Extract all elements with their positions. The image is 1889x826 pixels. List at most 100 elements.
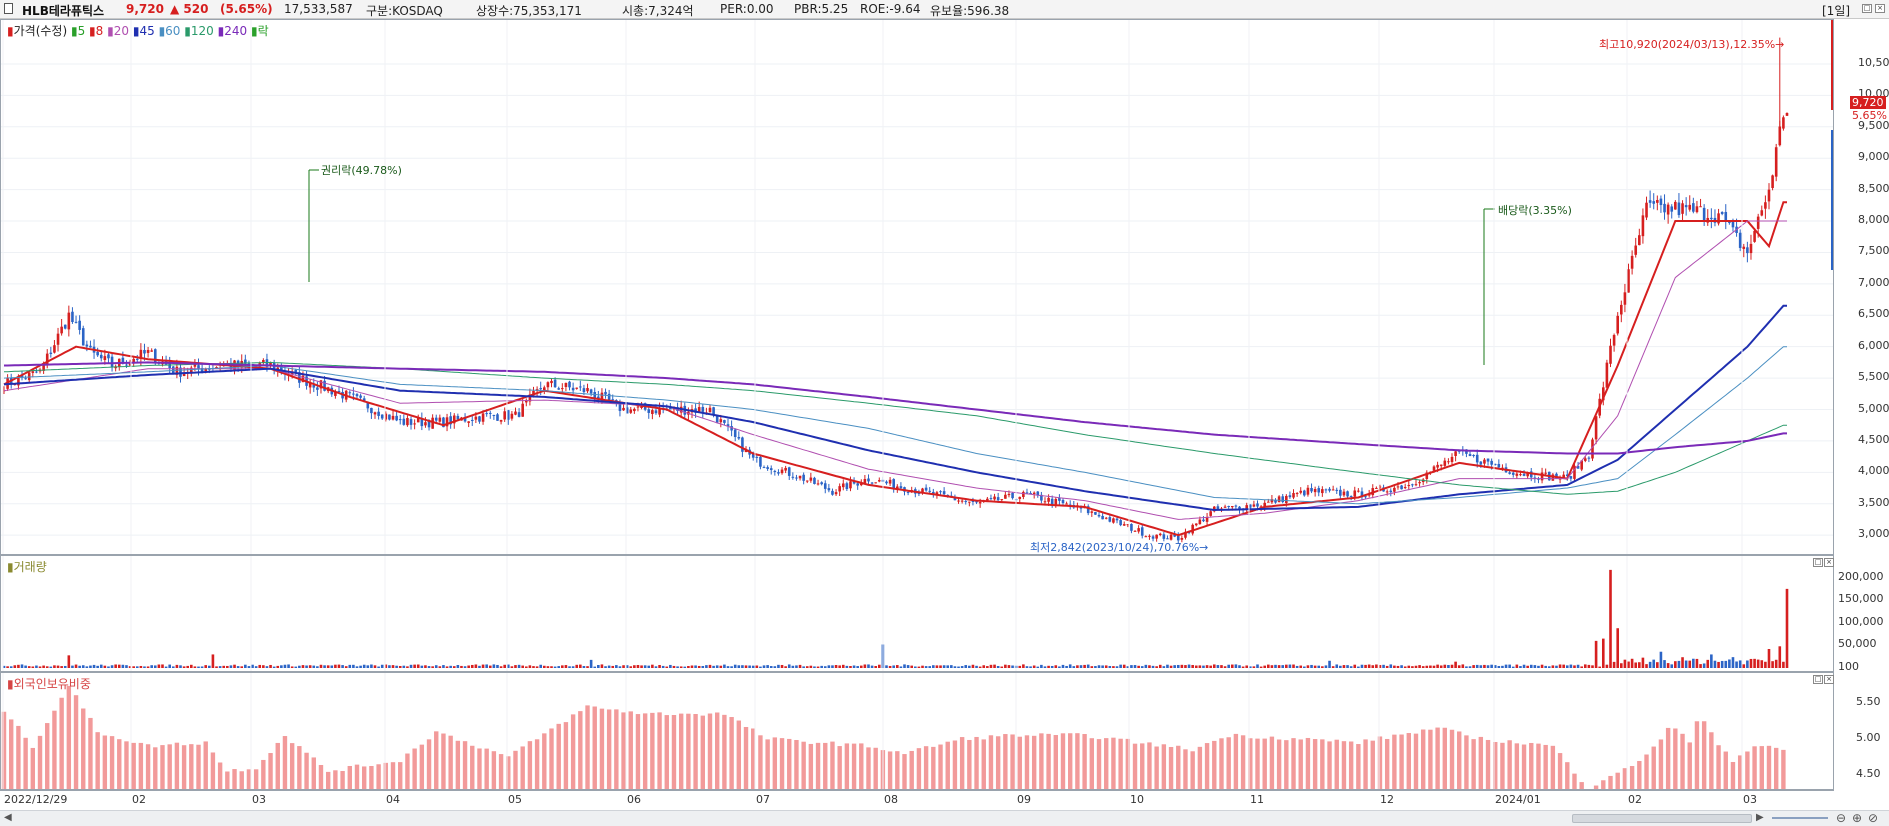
candle-body	[849, 481, 852, 489]
volume-bar	[1497, 666, 1501, 668]
volume-bar	[838, 665, 841, 668]
foreign-bar	[498, 754, 504, 789]
candles	[2, 37, 1789, 544]
candle-body	[586, 388, 589, 392]
period-selector[interactable]: [1일]	[1822, 4, 1851, 18]
candle-body	[1022, 491, 1025, 498]
foreign-bar	[851, 743, 857, 789]
candle-body	[1526, 472, 1529, 477]
volume-bar	[705, 665, 708, 668]
candle-body	[968, 501, 971, 503]
candle-body	[1666, 204, 1670, 215]
foreign-bar	[1363, 739, 1368, 789]
volume-bar	[1403, 666, 1407, 668]
candle-body	[1782, 117, 1785, 129]
x-tick-label: 2024/01	[1495, 793, 1541, 806]
volume-bar	[334, 664, 337, 668]
ma-line-20	[3, 220, 1787, 520]
candle-body	[1630, 255, 1634, 269]
candle-body	[204, 368, 208, 371]
volume-bar	[1393, 665, 1396, 668]
foreign-bar	[376, 764, 381, 789]
volume-bar	[697, 665, 701, 668]
foreign-bar	[1637, 760, 1642, 789]
candle-body	[960, 500, 964, 502]
scroll-thumb[interactable]	[1572, 814, 1752, 823]
volume-bar	[993, 664, 996, 668]
x-tick-label: 05	[508, 793, 522, 806]
volume-bar	[164, 666, 168, 668]
volume-bar	[1148, 665, 1151, 668]
volume-bar	[885, 665, 888, 668]
zoom-in-icon[interactable]: ⊕	[1852, 811, 1863, 825]
window-icon[interactable]	[4, 3, 13, 14]
volume-bar	[204, 665, 208, 668]
foreign-bar	[1622, 768, 1628, 789]
volume-bar	[1627, 661, 1630, 668]
volume-bar	[856, 666, 859, 668]
candle-body	[1450, 456, 1454, 463]
foreign-bar	[837, 746, 842, 789]
candle-body	[575, 387, 579, 389]
pane2-close-icon[interactable]: ×	[1824, 675, 1834, 684]
volume-bar	[1702, 663, 1706, 668]
volume-bar	[193, 666, 197, 668]
volume-bar	[1115, 666, 1119, 668]
maximize-icon[interactable]: □	[1862, 4, 1872, 13]
volume-bar	[1742, 664, 1746, 668]
candle-body	[1324, 489, 1328, 491]
candle-body	[388, 414, 391, 420]
foreign-bar	[1348, 741, 1354, 789]
candle-body	[1692, 203, 1695, 212]
pane-close-icon[interactable]: ×	[1824, 558, 1834, 567]
pane2-maximize-icon[interactable]: □	[1813, 675, 1823, 684]
pane-maximize-icon[interactable]: □	[1813, 558, 1823, 567]
candle-body	[1738, 232, 1742, 248]
volume-bar	[1324, 665, 1328, 668]
candle-body	[132, 358, 135, 363]
candle-body	[168, 363, 171, 369]
foreign-bar	[938, 744, 943, 789]
volume-bar	[762, 665, 766, 668]
scroll-right-icon[interactable]: ▶	[1756, 812, 1764, 823]
volume-bar	[986, 666, 989, 668]
scroll-left-icon[interactable]: ◀	[4, 812, 12, 823]
candle-body	[474, 416, 478, 420]
high-annotation: 최고10,920(2024/03/13),12.35%→	[1599, 38, 1785, 51]
candle-body	[618, 401, 622, 411]
price-ytick: 7,000	[1858, 275, 1889, 289]
horizontal-scrollbar[interactable]: ◀ ▶ ⊖ ⊕ ⊘	[0, 810, 1889, 826]
volume-bar	[308, 665, 312, 668]
foreign-bar	[1694, 721, 1700, 789]
volume-bar	[226, 665, 229, 668]
volume-bar	[1746, 660, 1749, 668]
zoom-reset-icon[interactable]: ⊘	[1868, 811, 1879, 825]
zoom-out-icon[interactable]: ⊖	[1836, 811, 1847, 825]
candle-body	[1104, 517, 1108, 519]
candle-body	[406, 418, 409, 426]
candle-body	[831, 490, 834, 495]
candle-body	[1353, 490, 1357, 497]
volume-bar	[27, 666, 31, 668]
candle-body	[1050, 498, 1054, 505]
candle-body	[1227, 506, 1230, 508]
foreign-bar	[1269, 736, 1275, 789]
volume-bar	[669, 664, 672, 668]
candle-body	[103, 356, 107, 361]
close-icon[interactable]: ×	[1875, 4, 1885, 13]
candle-body	[715, 415, 719, 423]
zoom-slider[interactable]	[1772, 817, 1828, 819]
volume-bar	[1475, 664, 1479, 668]
volume-bar	[1623, 659, 1627, 668]
foreign-bar	[945, 741, 950, 789]
candle-body	[921, 488, 924, 493]
foreign-bar	[1161, 744, 1167, 789]
candle-body	[1097, 514, 1101, 517]
foreign-bar	[1312, 739, 1318, 789]
volume-bar	[834, 665, 838, 668]
volume-bar	[424, 665, 427, 668]
volume-bar	[1436, 664, 1439, 668]
candle-body	[1620, 304, 1623, 315]
candle-body	[791, 476, 795, 478]
candle-body	[589, 389, 593, 394]
